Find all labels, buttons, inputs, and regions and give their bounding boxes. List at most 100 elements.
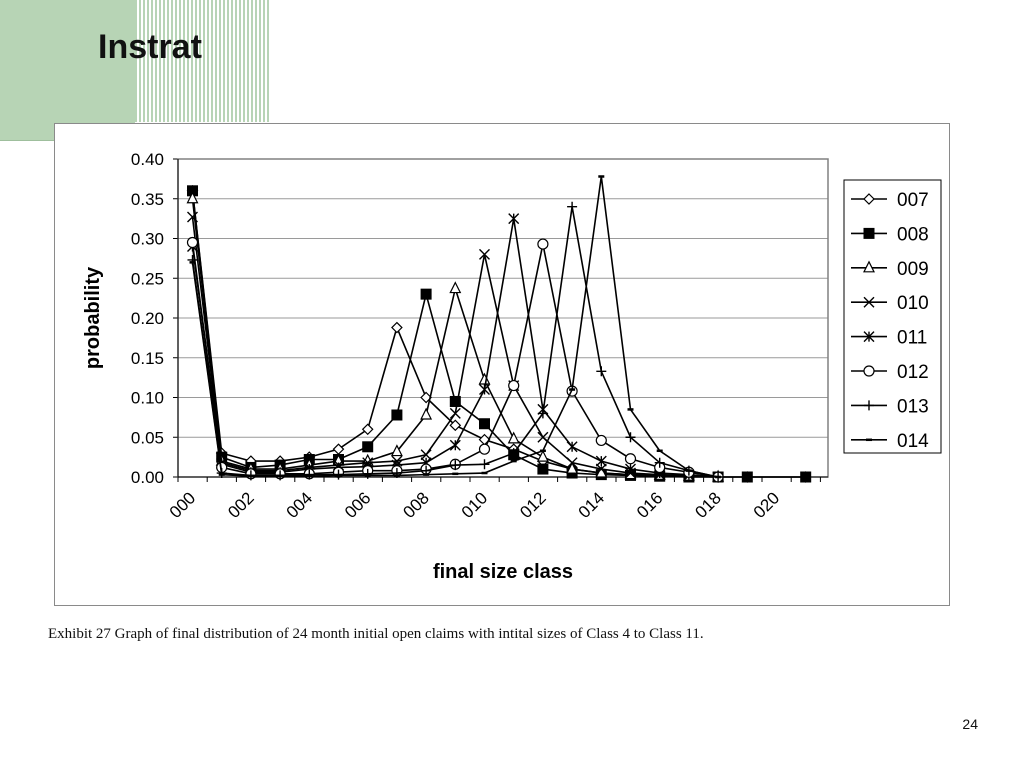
series-line-013 — [191, 206, 719, 478]
chart-area — [54, 123, 950, 606]
legend-box — [843, 179, 942, 454]
y-tick-label: 0.35 — [131, 190, 164, 209]
x-tick-label: 006 — [341, 488, 374, 521]
x-tick-label: 014 — [575, 488, 608, 521]
data-point-011 — [566, 441, 578, 453]
data-point-011 — [508, 213, 520, 225]
data-point-008 — [391, 409, 403, 421]
data-point-007 — [391, 321, 403, 334]
data-point-011 — [479, 384, 490, 396]
x-tick-label: 004 — [283, 488, 316, 521]
x-tick-label: 012 — [516, 488, 549, 521]
data-point-011 — [595, 455, 607, 467]
series-line-014 — [191, 176, 719, 478]
data-point-012 — [537, 238, 549, 250]
data-point-008 — [537, 463, 549, 475]
x-tick-label: 002 — [224, 488, 257, 521]
data-point-011 — [625, 463, 636, 475]
data-point-013 — [362, 468, 373, 479]
data-point-013 — [625, 432, 636, 443]
data-point-012 — [186, 236, 199, 249]
data-point-011 — [449, 439, 461, 451]
series-line-009 — [191, 198, 719, 478]
data-point-008 — [449, 395, 461, 407]
data-point-008 — [800, 471, 812, 483]
data-point-007 — [420, 391, 432, 404]
series-line-007 — [191, 190, 806, 478]
data-point-013 — [304, 469, 315, 480]
legend-label: 007 — [897, 190, 929, 211]
data-point-007 — [449, 419, 462, 432]
x-tick-label: 016 — [633, 488, 666, 521]
x-tick-label: 018 — [691, 488, 724, 521]
data-point-013 — [654, 457, 665, 468]
data-point-012 — [624, 453, 637, 465]
legend-label: 013 — [897, 396, 929, 417]
data-point-010 — [479, 248, 490, 260]
data-point-010 — [566, 457, 578, 469]
x-tick-label: 008 — [399, 488, 432, 521]
data-point-009 — [536, 449, 549, 462]
data-point-008 — [420, 288, 432, 300]
y-tick-label: 0.40 — [131, 150, 164, 169]
data-point-013 — [450, 460, 461, 471]
data-point-013 — [508, 448, 519, 459]
data-point-010 — [187, 211, 198, 223]
x-tick-label: 000 — [166, 488, 199, 521]
data-point-009 — [507, 431, 520, 444]
y-tick-label: 0.30 — [131, 230, 164, 249]
data-point-009 — [566, 461, 579, 474]
data-point-012 — [595, 434, 607, 447]
y-tick-label: 0.05 — [131, 428, 164, 447]
data-point-009 — [449, 281, 462, 294]
y-tick-label: 0.20 — [131, 309, 164, 328]
data-point-010 — [420, 449, 432, 461]
data-point-009 — [186, 191, 199, 204]
data-point-010 — [449, 407, 461, 419]
data-point-013 — [567, 201, 578, 212]
data-point-007 — [332, 443, 345, 456]
legend-marker-012 — [863, 365, 875, 377]
legend-marker-008 — [863, 227, 875, 239]
data-point-009 — [478, 372, 491, 385]
data-point-009 — [420, 407, 433, 420]
data-point-007 — [361, 423, 374, 436]
data-point-013 — [479, 459, 490, 470]
y-tick-label: 0.25 — [131, 269, 164, 288]
legend-marker-010 — [863, 296, 875, 308]
slide-title: Instrat — [98, 28, 202, 66]
x-axis-label: final size class — [433, 561, 573, 583]
data-point-010 — [595, 463, 607, 475]
data-point-010 — [537, 431, 549, 443]
legend-marker-009 — [863, 260, 875, 273]
x-tick-label: 010 — [458, 488, 491, 521]
data-point-012 — [478, 443, 491, 455]
decorative-green-stripes — [135, 0, 270, 122]
exhibit-caption: Exhibit 27 Graph of final distribution o… — [48, 626, 704, 642]
legend-label: 014 — [897, 431, 929, 452]
decorative-green-block — [0, 0, 135, 140]
legend-label: 011 — [897, 328, 927, 349]
legend-marker-007 — [863, 193, 875, 205]
data-point-009 — [390, 444, 403, 457]
data-point-013 — [537, 408, 548, 419]
data-point-008 — [362, 441, 374, 453]
data-point-013 — [596, 366, 607, 377]
series-line-008 — [191, 190, 806, 478]
legend-label: 010 — [897, 293, 929, 314]
series-line-010 — [191, 216, 719, 478]
y-axis-label: probability — [82, 266, 104, 369]
data-point-008 — [741, 471, 753, 483]
y-tick-label: 0.00 — [131, 468, 164, 487]
y-tick-label: 0.15 — [131, 349, 164, 368]
y-tick-label: 0.10 — [131, 389, 164, 408]
legend-marker-013 — [864, 400, 874, 411]
data-point-012 — [508, 379, 520, 392]
data-point-008 — [479, 418, 490, 430]
series-line-011 — [191, 218, 719, 478]
legend-label: 009 — [897, 259, 929, 280]
legend-label: 008 — [897, 224, 929, 245]
legend-marker-011 — [863, 331, 875, 343]
x-tick-label: 020 — [750, 488, 783, 521]
